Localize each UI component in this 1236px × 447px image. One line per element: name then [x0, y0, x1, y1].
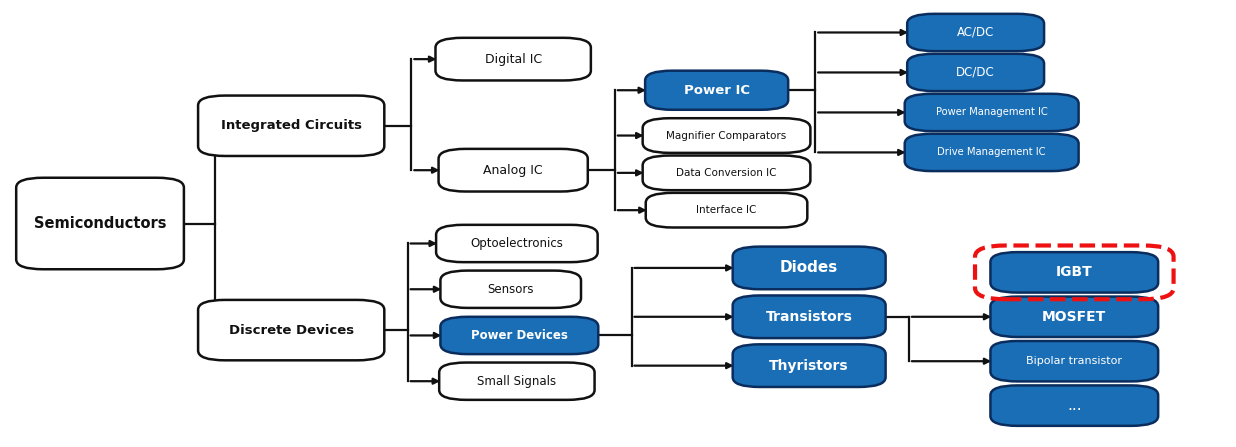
FancyBboxPatch shape	[198, 96, 384, 156]
Text: Drive Management IC: Drive Management IC	[937, 148, 1046, 157]
FancyBboxPatch shape	[905, 134, 1079, 171]
Text: ...: ...	[1067, 398, 1082, 413]
FancyBboxPatch shape	[645, 193, 807, 228]
Text: Interface IC: Interface IC	[696, 205, 756, 215]
Text: Small Signals: Small Signals	[477, 375, 556, 388]
Text: Data Conversion IC: Data Conversion IC	[676, 168, 776, 178]
FancyBboxPatch shape	[643, 118, 811, 153]
Text: Integrated Circuits: Integrated Circuits	[221, 119, 362, 132]
Text: IGBT: IGBT	[1056, 266, 1093, 279]
FancyBboxPatch shape	[733, 295, 886, 338]
Text: Analog IC: Analog IC	[483, 164, 543, 177]
FancyBboxPatch shape	[905, 94, 1079, 131]
FancyBboxPatch shape	[733, 247, 886, 289]
FancyBboxPatch shape	[439, 149, 588, 191]
Text: Magnifier Comparators: Magnifier Comparators	[666, 131, 786, 140]
Text: Semiconductors: Semiconductors	[33, 216, 167, 231]
Text: Optoelectronics: Optoelectronics	[471, 237, 564, 250]
Text: Diodes: Diodes	[780, 261, 838, 275]
FancyBboxPatch shape	[16, 178, 184, 269]
FancyBboxPatch shape	[436, 225, 598, 262]
Text: Digital IC: Digital IC	[485, 53, 541, 66]
Text: Bipolar transistor: Bipolar transistor	[1026, 356, 1122, 366]
Text: Power Devices: Power Devices	[471, 329, 567, 342]
Text: Power IC: Power IC	[684, 84, 750, 97]
FancyBboxPatch shape	[440, 317, 598, 354]
FancyBboxPatch shape	[907, 14, 1044, 51]
FancyBboxPatch shape	[990, 252, 1158, 293]
FancyBboxPatch shape	[439, 363, 595, 400]
Text: DC/DC: DC/DC	[957, 66, 995, 79]
FancyBboxPatch shape	[435, 38, 591, 80]
FancyBboxPatch shape	[990, 296, 1158, 337]
Text: Power Management IC: Power Management IC	[936, 107, 1048, 118]
Text: AC/DC: AC/DC	[957, 26, 994, 39]
FancyBboxPatch shape	[990, 385, 1158, 426]
Text: Discrete Devices: Discrete Devices	[229, 324, 353, 337]
FancyBboxPatch shape	[643, 156, 811, 190]
Text: Sensors: Sensors	[487, 283, 534, 296]
Text: MOSFET: MOSFET	[1042, 310, 1106, 324]
Text: Transistors: Transistors	[766, 310, 853, 324]
FancyBboxPatch shape	[198, 300, 384, 360]
FancyBboxPatch shape	[645, 71, 789, 110]
FancyBboxPatch shape	[733, 344, 886, 387]
Text: Thyristors: Thyristors	[769, 358, 849, 373]
FancyBboxPatch shape	[440, 270, 581, 308]
FancyBboxPatch shape	[990, 341, 1158, 381]
FancyBboxPatch shape	[907, 54, 1044, 91]
